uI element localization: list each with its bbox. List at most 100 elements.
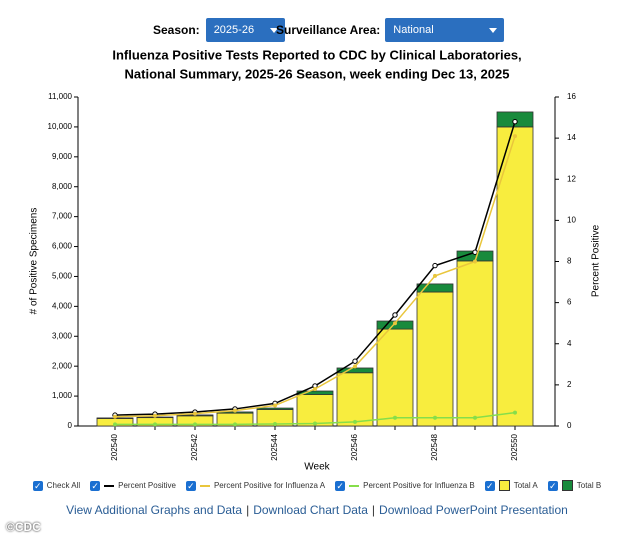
watermark: ©CDC (6, 520, 41, 534)
link[interactable]: Download PowerPoint Presentation (379, 503, 568, 517)
line-marker (512, 118, 518, 125)
line-marker (513, 410, 517, 415)
line-marker (393, 415, 397, 420)
line-marker (472, 249, 478, 255)
link-separator: | (246, 503, 250, 517)
legend-item[interactable]: ✓ Percent Positive for Influenza A (185, 480, 326, 491)
legend-item[interactable]: ✓ Total B (547, 480, 602, 491)
y-axis-label: # of Positive Specimens (29, 208, 40, 315)
checkbox[interactable]: ✓ (185, 480, 196, 491)
line-marker (513, 134, 517, 139)
bar (456, 260, 494, 427)
line-marker (353, 419, 357, 424)
bar (296, 390, 334, 395)
links: View Additional Graphs and Data | Download… (0, 503, 634, 517)
legend-label: Percent Positive for Influenza A (213, 481, 326, 490)
checkbox[interactable]: ✓ (547, 480, 558, 491)
y2-tick-label: 10 (567, 215, 576, 224)
legend-swatch (199, 484, 210, 487)
y-tick-label: 5,000 (52, 272, 73, 281)
line-marker (233, 408, 237, 413)
line-marker (432, 262, 438, 269)
line-marker (153, 422, 157, 427)
y2-tick-label: 8 (567, 257, 572, 266)
x-tick-label: 202550 (510, 433, 519, 460)
line-marker (273, 403, 277, 408)
y-tick-label: 9,000 (52, 152, 73, 161)
season-control: Season: 2025-26 (153, 17, 285, 43)
x-tick-label: 202540 (110, 433, 119, 460)
line-marker (313, 386, 317, 391)
y-tick-label: 4,000 (52, 301, 73, 310)
line-marker (273, 421, 277, 426)
legend-swatch (104, 484, 115, 487)
x-tick-label: 202544 (270, 433, 279, 460)
line-marker (233, 422, 237, 427)
y-tick-label: 11,000 (48, 92, 72, 101)
y-tick-label: 10,000 (48, 122, 73, 131)
x-tick-label: 202548 (430, 433, 439, 460)
bar (336, 372, 374, 427)
season-value: 2025-26 (213, 24, 255, 36)
line-marker (153, 413, 157, 418)
y-tick-label: 1,000 (52, 391, 73, 400)
y-tick-label: 7,000 (52, 212, 73, 221)
bar (296, 394, 334, 427)
legend-item[interactable]: ✓ Check All (32, 480, 81, 491)
legend-item[interactable]: ✓ Total A (484, 480, 538, 491)
y-tick-label: 6,000 (52, 242, 73, 251)
y-tick-label: 3,000 (52, 331, 73, 340)
line-marker (473, 415, 477, 420)
line-marker (433, 415, 437, 420)
bar (496, 126, 534, 427)
line-marker (352, 358, 358, 364)
y2-tick-label: 12 (567, 174, 576, 183)
season-dropdown[interactable]: 2025-26 (205, 18, 285, 42)
line-marker (193, 422, 197, 427)
legend-label: Check All (46, 481, 81, 490)
legend-item[interactable]: ✓ Percent Positive for Influenza B (335, 480, 475, 491)
chart-title: Influenza Positive Tests Reported to CDC… (112, 47, 521, 62)
line-marker (113, 422, 117, 427)
area-control: Surveillance Area: National (276, 17, 505, 43)
line-marker (313, 421, 317, 426)
y2-tick-label: 16 (567, 92, 576, 101)
link[interactable]: Download Chart Data (253, 503, 368, 517)
y-tick-label: 8,000 (52, 182, 73, 191)
legend-swatch (498, 480, 510, 491)
chart: Influenza Positive Tests Reported to CDC… (29, 47, 602, 473)
legend-label: Total B (576, 481, 602, 490)
line-marker (193, 411, 197, 416)
checkbox[interactable]: ✓ (335, 480, 346, 491)
y2-tick-label: 14 (567, 133, 576, 142)
line (114, 135, 516, 418)
area-dropdown[interactable]: National (385, 18, 505, 42)
y-tick-label: 0 (68, 421, 73, 430)
y2-tick-label: 2 (567, 380, 572, 389)
y2-tick-label: 0 (567, 421, 572, 430)
link-separator: | (371, 503, 376, 517)
checkbox[interactable]: ✓ (484, 480, 495, 491)
area-label: Surveillance Area: (276, 23, 381, 37)
season-label: Season: (153, 23, 200, 37)
x-tick-label: 202546 (350, 433, 359, 460)
area-value: National (393, 24, 434, 36)
y2-tick-label: 6 (567, 298, 572, 307)
line-marker (473, 259, 477, 264)
checkbox[interactable]: ✓ (90, 480, 101, 491)
checkbox[interactable]: ✓ (32, 480, 43, 491)
line-marker (353, 364, 357, 369)
legend-label: Percent Positive (118, 481, 176, 490)
y2-axis-label: Percent Positive (591, 224, 602, 297)
legend-item[interactable]: ✓ Percent Positive (90, 480, 176, 491)
chart-title: National Summary, 2025-26 Season, week e… (125, 66, 510, 81)
link[interactable]: View Additional Graphs and Data (66, 503, 243, 517)
y-tick-label: 2,000 (52, 361, 73, 370)
legend-swatch (561, 480, 573, 491)
y2-tick-label: 4 (567, 339, 572, 348)
bar (376, 328, 414, 427)
line-marker (113, 414, 117, 419)
legend-swatch (349, 484, 360, 487)
x-axis-label: Week (304, 462, 330, 473)
